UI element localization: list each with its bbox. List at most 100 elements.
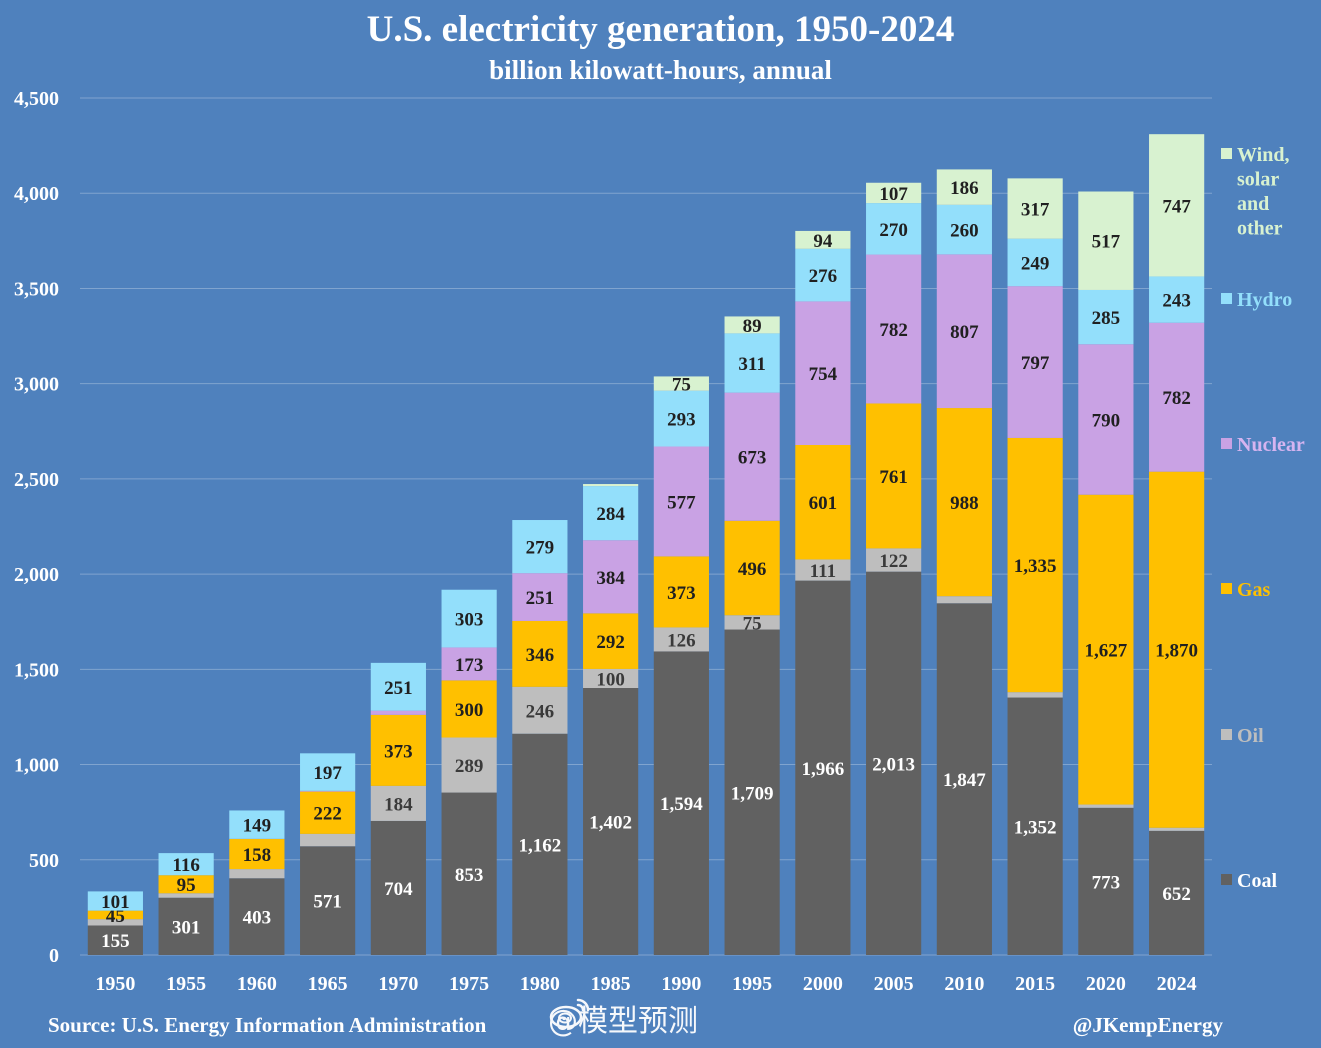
data-label: 317 — [1021, 200, 1050, 221]
data-label: 571 — [313, 892, 342, 913]
y-tick-label: 1,500 — [14, 659, 59, 681]
y-tick-label: 4,500 — [14, 88, 59, 110]
x-tick-label: 1975 — [449, 973, 489, 995]
watermark: @模型预测 — [548, 996, 698, 1040]
x-tick-label: 1985 — [591, 973, 631, 995]
bar-segment — [1149, 134, 1205, 277]
bar-segment — [370, 820, 426, 955]
bar-segment — [1007, 692, 1063, 698]
x-tick-label: 2024 — [1157, 973, 1197, 995]
data-label: 747 — [1162, 196, 1191, 217]
bar-segment — [300, 790, 356, 792]
bar-segment — [795, 248, 851, 302]
legend-label: Gas — [1237, 579, 1271, 601]
bar-segment — [653, 376, 709, 391]
x-tick-label: 1960 — [237, 973, 277, 995]
data-label: 1,162 — [519, 835, 562, 856]
bar-segment — [1007, 286, 1063, 438]
data-label: 601 — [809, 493, 838, 514]
y-tick-label: 4,000 — [14, 183, 59, 205]
legend-label: Wind, — [1237, 144, 1289, 166]
legend-swatch — [1221, 438, 1232, 449]
y-tick-label: 0 — [49, 945, 59, 967]
data-label: 249 — [1021, 253, 1050, 274]
y-tick-label: 500 — [29, 850, 59, 872]
bar-segment — [1007, 437, 1063, 693]
data-label: 75 — [672, 375, 691, 396]
y-tick-label: 1,000 — [14, 755, 59, 777]
legend-label: other — [1237, 218, 1283, 240]
bar-segment — [370, 714, 426, 786]
data-label: 853 — [455, 865, 484, 886]
bar-segment — [441, 792, 497, 955]
data-label: 1,709 — [731, 783, 774, 804]
data-label: 95 — [177, 875, 196, 896]
data-label: 89 — [743, 316, 762, 337]
y-tick-label: 3,500 — [14, 278, 59, 300]
data-label: 1,594 — [660, 794, 703, 815]
author-credit: @JKempEnergy — [1072, 1013, 1223, 1037]
bar-segment — [795, 559, 851, 581]
legend-swatch — [1221, 293, 1232, 304]
data-label: 155 — [101, 931, 130, 952]
bar-segment — [229, 810, 285, 839]
legend-swatch — [1221, 729, 1232, 740]
bar-segment — [87, 910, 143, 920]
bar-segment — [724, 629, 780, 955]
bar-segment — [1149, 471, 1205, 828]
data-label: 222 — [313, 804, 342, 825]
bar-segment — [724, 392, 780, 521]
bar-segment — [795, 444, 851, 560]
bar-segment — [1149, 827, 1205, 831]
bar-segment — [583, 540, 639, 614]
bar-segment — [936, 603, 992, 955]
watermark-text: @模型预测 — [548, 1004, 698, 1039]
data-label: 517 — [1092, 232, 1121, 253]
data-label: 260 — [950, 221, 979, 242]
data-label: 75 — [743, 613, 762, 634]
data-label: 158 — [243, 845, 272, 866]
data-label: 807 — [950, 322, 979, 343]
bar-segment — [229, 839, 285, 870]
data-label: 197 — [313, 763, 342, 784]
bar-segment — [441, 647, 497, 681]
bar-segment — [866, 203, 922, 255]
bar-segment — [300, 753, 356, 791]
bar-segment — [1078, 807, 1134, 955]
data-label: 100 — [596, 669, 625, 690]
data-label: 1,352 — [1014, 817, 1057, 838]
y-tick-label: 2,000 — [14, 564, 59, 586]
data-label: 373 — [667, 583, 696, 604]
data-label: 673 — [738, 448, 767, 469]
data-label: 704 — [384, 879, 413, 900]
bar-segment — [724, 615, 780, 630]
data-label: 94 — [813, 231, 833, 252]
bar-segment — [300, 791, 356, 834]
bar-segment — [1078, 344, 1134, 495]
bar-segment — [512, 686, 568, 734]
data-label: 126 — [667, 630, 696, 651]
data-label: 279 — [526, 538, 555, 559]
bar-segment — [512, 620, 568, 687]
bar-segment — [936, 254, 992, 409]
bar-segment — [441, 680, 497, 738]
bar-segment — [370, 662, 426, 711]
data-label: 782 — [879, 320, 908, 341]
legend-label: Hydro — [1237, 289, 1292, 311]
legend-label: Coal — [1237, 870, 1277, 892]
data-label: 173 — [455, 655, 484, 676]
bar-segment — [1149, 322, 1205, 472]
bar-segment — [370, 710, 426, 715]
bar-segment — [158, 897, 214, 955]
data-label: 107 — [879, 184, 908, 205]
y-tick-label: 2,500 — [14, 469, 59, 491]
data-label: 149 — [243, 816, 272, 837]
y-tick-label: 3,000 — [14, 374, 59, 396]
x-tick-label: 1950 — [95, 973, 135, 995]
data-label: 652 — [1162, 884, 1191, 905]
bar-segment — [158, 875, 214, 894]
bar-segment — [300, 846, 356, 955]
bar-segment — [512, 733, 568, 955]
bar-segment — [795, 301, 851, 445]
